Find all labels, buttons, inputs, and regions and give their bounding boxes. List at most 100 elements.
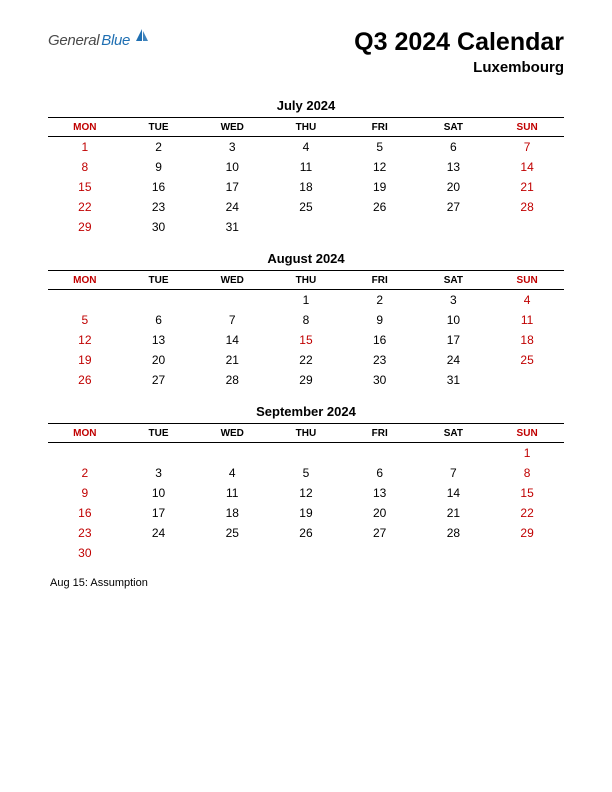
calendar-cell: 11 bbox=[195, 483, 269, 503]
calendar-cell bbox=[490, 543, 564, 563]
calendar-cell: 28 bbox=[195, 370, 269, 390]
calendar-row: 9101112131415 bbox=[48, 483, 564, 503]
calendar-cell: 31 bbox=[417, 370, 491, 390]
calendar-cell: 8 bbox=[269, 310, 343, 330]
calendar-cell: 19 bbox=[48, 350, 122, 370]
calendar-cell bbox=[343, 443, 417, 464]
calendar-cell: 11 bbox=[269, 157, 343, 177]
calendar-row: 19202122232425 bbox=[48, 350, 564, 370]
calendar-row: 12131415161718 bbox=[48, 330, 564, 350]
calendar-cell: 27 bbox=[343, 523, 417, 543]
month-title: September 2024 bbox=[48, 404, 564, 419]
calendar-cell: 10 bbox=[195, 157, 269, 177]
calendar-row: 262728293031 bbox=[48, 370, 564, 390]
calendar-cell bbox=[122, 290, 196, 311]
calendar-cell: 15 bbox=[490, 483, 564, 503]
calendar-cell: 28 bbox=[417, 523, 491, 543]
calendar-cell: 31 bbox=[195, 217, 269, 237]
calendar-cell: 10 bbox=[122, 483, 196, 503]
calendar-cell bbox=[48, 443, 122, 464]
calendar-cell: 27 bbox=[417, 197, 491, 217]
calendar-cell bbox=[269, 217, 343, 237]
calendar-cell: 17 bbox=[122, 503, 196, 523]
calendar-cell: 12 bbox=[343, 157, 417, 177]
weekday-header: SUN bbox=[490, 424, 564, 443]
page-subtitle: Luxembourg bbox=[354, 59, 564, 76]
calendar-cell: 15 bbox=[269, 330, 343, 350]
calendar-cell: 5 bbox=[343, 137, 417, 158]
weekday-header: TUE bbox=[122, 424, 196, 443]
calendar-row: 22232425262728 bbox=[48, 197, 564, 217]
weekday-header: SAT bbox=[417, 424, 491, 443]
calendar-cell: 7 bbox=[490, 137, 564, 158]
calendar-cell: 11 bbox=[490, 310, 564, 330]
calendar-row: 2345678 bbox=[48, 463, 564, 483]
calendar-cell bbox=[343, 543, 417, 563]
weekday-header: WED bbox=[195, 271, 269, 290]
calendar-row: 567891011 bbox=[48, 310, 564, 330]
calendar-cell: 22 bbox=[48, 197, 122, 217]
calendar-cell: 3 bbox=[122, 463, 196, 483]
weekday-header: THU bbox=[269, 118, 343, 137]
logo-text-general: General bbox=[48, 32, 99, 49]
calendar-cell: 3 bbox=[195, 137, 269, 158]
calendar-cell bbox=[122, 543, 196, 563]
calendar-cell: 1 bbox=[490, 443, 564, 464]
calendar-row: 23242526272829 bbox=[48, 523, 564, 543]
weekday-header: SAT bbox=[417, 271, 491, 290]
calendar-cell: 1 bbox=[48, 137, 122, 158]
calendars-container: July 2024MONTUEWEDTHUFRISATSUN1234567891… bbox=[48, 98, 564, 563]
calendar-cell: 13 bbox=[122, 330, 196, 350]
calendar-cell: 2 bbox=[122, 137, 196, 158]
calendar-cell: 16 bbox=[343, 330, 417, 350]
calendar-cell: 29 bbox=[490, 523, 564, 543]
logo-text-blue: Blue bbox=[101, 32, 130, 49]
calendar-cell: 6 bbox=[122, 310, 196, 330]
calendar-cell bbox=[417, 217, 491, 237]
calendar-cell: 9 bbox=[122, 157, 196, 177]
weekday-header: MON bbox=[48, 118, 122, 137]
calendar-cell: 2 bbox=[343, 290, 417, 311]
calendar-cell: 10 bbox=[417, 310, 491, 330]
calendar-cell: 13 bbox=[343, 483, 417, 503]
calendar-cell: 22 bbox=[269, 350, 343, 370]
calendar-cell bbox=[417, 443, 491, 464]
calendar-table: MONTUEWEDTHUFRISATSUN1234567891011121314… bbox=[48, 270, 564, 390]
calendar-table: MONTUEWEDTHUFRISATSUN1234567891011121314… bbox=[48, 117, 564, 237]
calendar-table: MONTUEWEDTHUFRISATSUN1234567891011121314… bbox=[48, 423, 564, 563]
calendar-cell: 26 bbox=[269, 523, 343, 543]
weekday-header: FRI bbox=[343, 118, 417, 137]
calendar-cell: 7 bbox=[195, 310, 269, 330]
calendar-row: 293031 bbox=[48, 217, 564, 237]
calendar-cell: 18 bbox=[490, 330, 564, 350]
calendar-cell: 4 bbox=[490, 290, 564, 311]
calendar-cell: 7 bbox=[417, 463, 491, 483]
calendar-row: 1 bbox=[48, 443, 564, 464]
calendar-cell: 24 bbox=[195, 197, 269, 217]
calendar-cell: 5 bbox=[269, 463, 343, 483]
calendar-cell bbox=[48, 290, 122, 311]
weekday-header: SAT bbox=[417, 118, 491, 137]
calendar-cell bbox=[343, 217, 417, 237]
month-title: August 2024 bbox=[48, 251, 564, 266]
weekday-header: FRI bbox=[343, 424, 417, 443]
calendar-cell bbox=[195, 443, 269, 464]
calendar-cell bbox=[490, 370, 564, 390]
calendar-cell: 17 bbox=[195, 177, 269, 197]
calendar-cell: 18 bbox=[269, 177, 343, 197]
weekday-header: MON bbox=[48, 424, 122, 443]
calendar-cell: 15 bbox=[48, 177, 122, 197]
calendar-cell: 23 bbox=[122, 197, 196, 217]
calendar-cell: 19 bbox=[269, 503, 343, 523]
weekday-header: WED bbox=[195, 424, 269, 443]
calendar-cell bbox=[122, 443, 196, 464]
calendar-row: 16171819202122 bbox=[48, 503, 564, 523]
calendar-cell bbox=[269, 443, 343, 464]
calendar-cell: 20 bbox=[343, 503, 417, 523]
calendar-row: 1234567 bbox=[48, 137, 564, 158]
calendar-cell: 17 bbox=[417, 330, 491, 350]
calendar-cell: 23 bbox=[343, 350, 417, 370]
calendar-cell bbox=[269, 543, 343, 563]
calendar-cell: 1 bbox=[269, 290, 343, 311]
page-title: Q3 2024 Calendar bbox=[354, 28, 564, 57]
